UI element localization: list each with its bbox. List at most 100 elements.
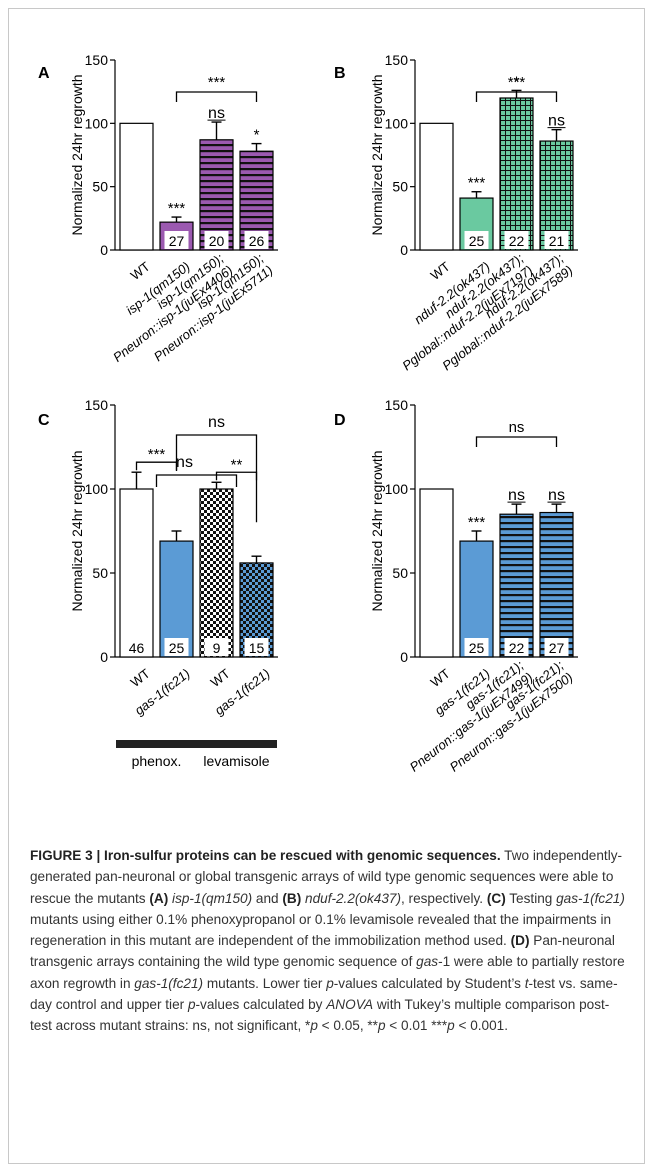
bar xyxy=(499,513,534,658)
y-tick-label: 100 xyxy=(85,115,109,131)
y-tick-label: 50 xyxy=(392,565,408,581)
caption-title: FIGURE 3 | Iron-sulfur proteins can be r… xyxy=(30,848,501,863)
group-bar xyxy=(116,740,197,748)
n-label: 21 xyxy=(549,233,565,249)
caption-text: < 0.001. xyxy=(454,1018,508,1034)
category-label-line: WT xyxy=(208,666,233,690)
caption-italic: ANOVA xyxy=(326,997,374,1013)
y-tick-label: 100 xyxy=(385,115,409,131)
caption-text: and xyxy=(252,890,283,906)
significance-bracket xyxy=(475,436,558,447)
caption-italic: p xyxy=(377,1018,386,1034)
category-label: WT xyxy=(208,666,233,690)
bar xyxy=(419,122,454,251)
panel-letter-c: C xyxy=(38,412,50,429)
category-label: WT xyxy=(428,259,453,283)
upper-bracket-label: ns xyxy=(208,414,225,431)
caption-text: < 0.05, ** xyxy=(317,1018,378,1034)
caption-tag-d: (D) xyxy=(510,933,530,949)
caption-gene: isp-1(qm150) xyxy=(168,890,253,906)
caption-text: Testing xyxy=(505,890,557,906)
y-tick-label: 50 xyxy=(92,179,108,195)
category-label: WT xyxy=(428,666,453,690)
caption-text: -values calculated by xyxy=(195,997,327,1013)
n-label-bg xyxy=(164,638,189,656)
panel-letter-b: B xyxy=(334,65,346,82)
bracket-label: ns xyxy=(509,419,525,436)
significance-bracket xyxy=(175,91,258,102)
n-label-bg xyxy=(464,231,489,249)
y-tick-label: 0 xyxy=(400,649,408,665)
n-label-bg xyxy=(504,231,529,249)
caption-italic: p xyxy=(310,1018,318,1034)
bar-significance: * xyxy=(514,73,520,90)
n-label: 26 xyxy=(249,233,265,249)
y-tick-label: 150 xyxy=(85,397,109,413)
y-tick-label: 150 xyxy=(85,52,109,68)
y-axis-label: Normalized 24hr regrowth xyxy=(369,74,385,235)
bar-significance: * xyxy=(254,127,260,144)
caption-gene: nduf-2.2(ok437) xyxy=(301,890,401,906)
bar-significance: ns xyxy=(208,105,225,122)
bar xyxy=(119,488,154,658)
caption-italic: p xyxy=(447,1018,455,1034)
n-label-bg xyxy=(544,638,569,656)
n-label-bg xyxy=(544,231,569,249)
caption-text: < 0.01 *** xyxy=(385,1018,448,1034)
caption-gene: gas xyxy=(416,954,439,970)
bracket-label: *** xyxy=(508,74,526,91)
bar xyxy=(419,488,454,658)
n-label: 27 xyxy=(549,640,565,656)
category-label-line: WT xyxy=(128,666,153,690)
panel-letter-a: A xyxy=(38,65,50,82)
pair-bracket xyxy=(135,461,178,471)
n-label: 27 xyxy=(169,233,185,249)
y-tick-label: 0 xyxy=(100,649,108,665)
y-tick-label: 100 xyxy=(385,481,409,497)
group-label: phenox. xyxy=(132,753,182,769)
n-label: 25 xyxy=(469,233,485,249)
y-tick-label: 150 xyxy=(385,397,409,413)
bar xyxy=(459,540,494,658)
caption-text: mutants. Lower tier xyxy=(203,975,327,991)
figure-frame xyxy=(8,8,645,1164)
n-label-bg xyxy=(124,638,149,656)
category-label-line: WT xyxy=(428,666,453,690)
n-label-bg xyxy=(504,638,529,656)
n-label: 9 xyxy=(213,640,221,656)
caption-text: -test vs. same-day control and upper tie… xyxy=(30,975,618,1013)
group-label: levamisole xyxy=(203,753,269,769)
caption-tag-b: (B) xyxy=(282,890,302,906)
y-tick-label: 50 xyxy=(92,565,108,581)
caption-text: , respectively. xyxy=(400,890,487,906)
bar xyxy=(159,540,194,658)
n-label-bg xyxy=(204,638,229,656)
n-label: 22 xyxy=(509,233,525,249)
category-label: WT xyxy=(128,666,153,690)
n-label: 22 xyxy=(509,640,525,656)
caption-gene: gas-1(fc21) xyxy=(556,890,625,906)
n-label: 46 xyxy=(129,640,145,656)
caption-text: -1 were able to partially restore axon r… xyxy=(30,954,625,991)
y-tick-label: 0 xyxy=(400,242,408,258)
caption-text: mutants using either 0.1% phenoxypropano… xyxy=(30,911,612,949)
category-label-line: WT xyxy=(428,259,453,283)
n-label-bg xyxy=(244,638,269,656)
y-tick-label: 150 xyxy=(385,52,409,68)
pair-bracket-label: *** xyxy=(148,446,166,463)
n-label-bg xyxy=(464,638,489,656)
n-label-bg xyxy=(204,231,229,249)
bar xyxy=(499,97,534,251)
caption-italic: p xyxy=(326,975,334,991)
caption-italic: t xyxy=(524,975,529,991)
upper-bracket xyxy=(155,474,238,487)
bracket-label: *** xyxy=(208,74,226,91)
caption-text: -values calculated by Student’s xyxy=(333,975,525,991)
bar xyxy=(199,488,234,658)
bar-significance: *** xyxy=(468,175,486,192)
panel-letter-d: D xyxy=(334,412,346,429)
bar-significance: ns xyxy=(548,487,565,504)
bar-significance: *** xyxy=(168,200,186,217)
